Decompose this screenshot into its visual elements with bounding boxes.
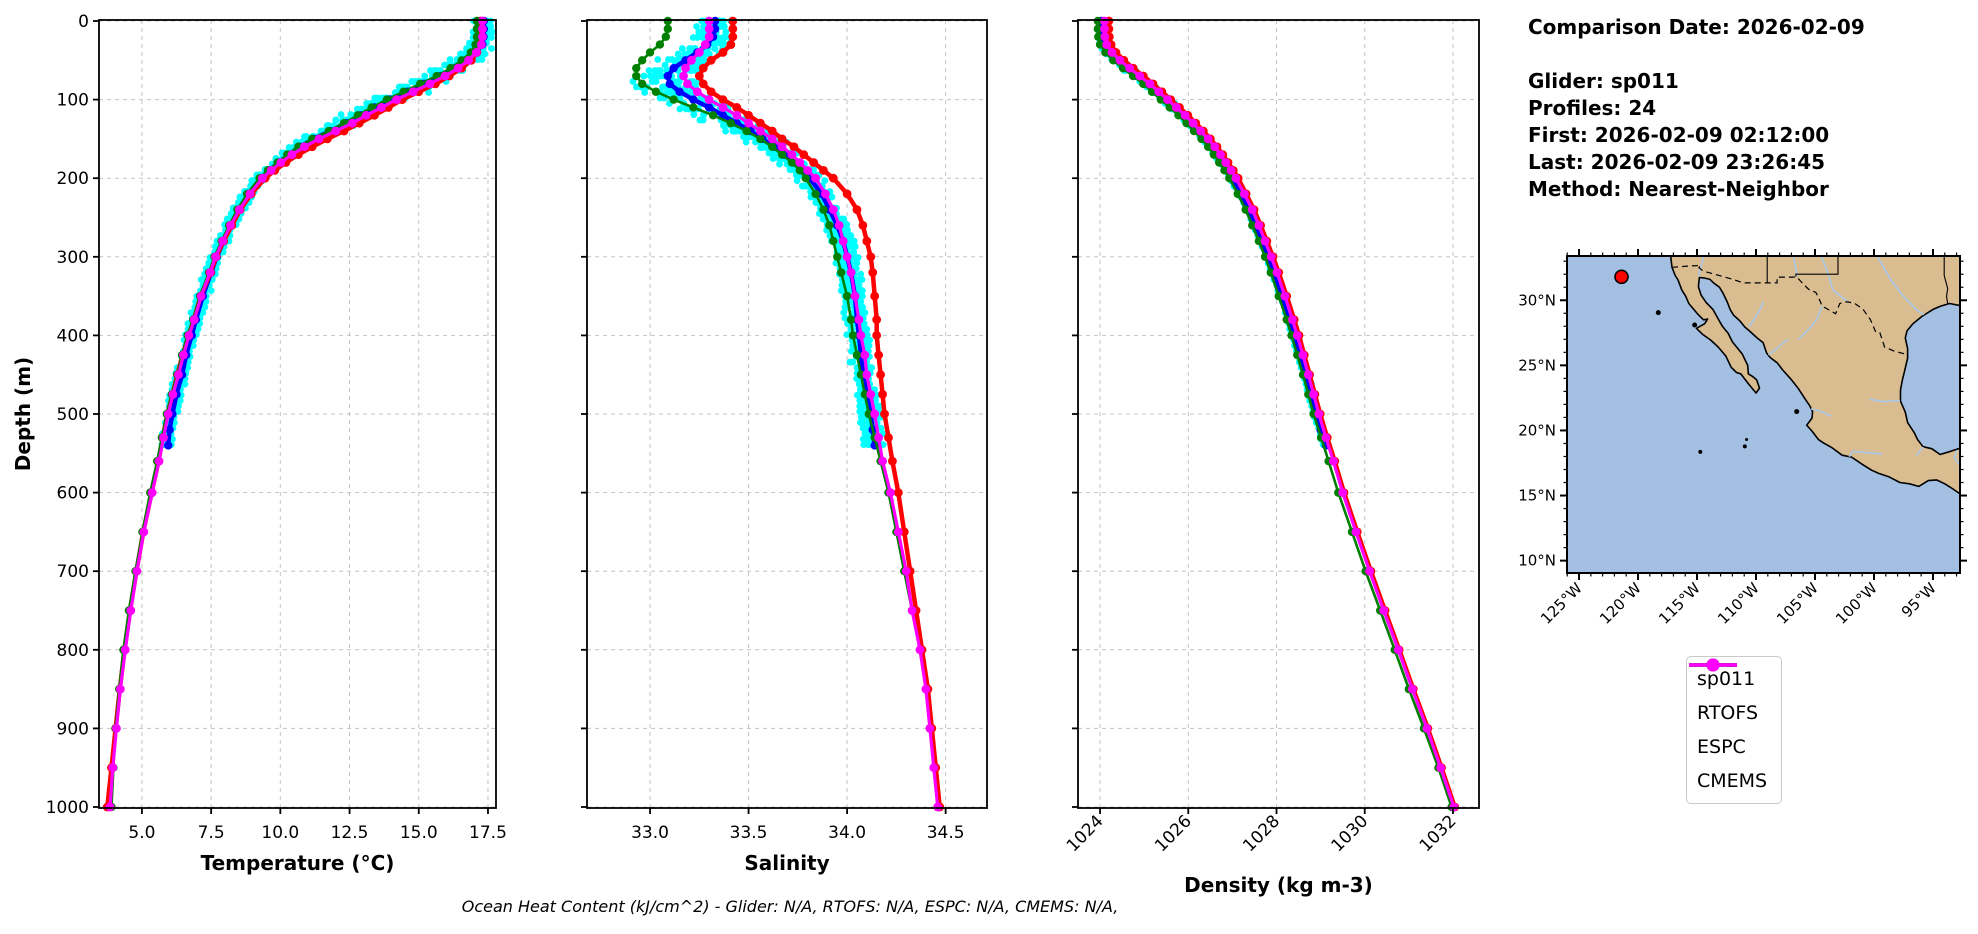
- country-border-dashed: [1671, 264, 1908, 355]
- svg-text:500: 500: [57, 405, 89, 425]
- map-lon-tick-label: 105°W: [1773, 579, 1822, 628]
- svg-text:1030: 1030: [1328, 811, 1373, 856]
- panel-salinity: 33.0 33.5 34.0 34.5 Salinity: [581, 16, 988, 875]
- svg-text:115°W: 115°W: [1655, 579, 1704, 628]
- map-lon-tick-label: 110°W: [1714, 579, 1763, 628]
- river: [1767, 338, 1789, 356]
- map-lat-tick-label: 10°N: [1518, 552, 1556, 570]
- glider-position-marker: [1614, 269, 1629, 285]
- svg-text:125°W: 125°W: [1537, 579, 1586, 628]
- river: [1915, 446, 1925, 456]
- svg-text:0: 0: [78, 12, 89, 32]
- state-border: [1795, 256, 1839, 277]
- island-dot: [1698, 449, 1703, 454]
- state-border: [1943, 256, 1949, 304]
- svg-text:95°W: 95°W: [1898, 579, 1940, 621]
- svg-text:100: 100: [57, 91, 89, 111]
- info-panel: Comparison Date: 2026-02-09 Glider: sp01…: [1528, 14, 1865, 203]
- svg-text:900: 900: [57, 719, 89, 739]
- ocean-heat-content-footer: Ocean Heat Content (kJ/cm^2) - Glider: N…: [461, 897, 1119, 916]
- legend-entry-espc: ESPC: [1689, 658, 1767, 764]
- river: [1876, 256, 1925, 316]
- comparison-date-text: Comparison Date: 2026-02-09: [1528, 15, 1865, 39]
- river: [1820, 256, 1849, 303]
- svg-text:1028: 1028: [1239, 811, 1284, 856]
- svg-text:200: 200: [57, 169, 89, 189]
- svg-text:1032: 1032: [1416, 811, 1461, 856]
- svg-text:33.5: 33.5: [730, 823, 768, 843]
- island-dot: [1794, 409, 1800, 415]
- svg-text:Salinity: Salinity: [744, 851, 829, 875]
- map-lon-tick-label: 100°W: [1832, 579, 1881, 628]
- profile-charts-svg: 5.0 7.5 10.0 12.5 15.0 17.5 0 100 200 300 400 500 60…: [11, 12, 1480, 897]
- svg-text:1000: 1000: [46, 798, 89, 818]
- legend-entry-cmems: CMEMS: [1689, 658, 1768, 798]
- location-map-svg: 30°N 25°N 20°N 15°N 10°N 125°W 120°W 115°W 110°W…: [1518, 249, 1967, 628]
- svg-text:300: 300: [57, 248, 89, 268]
- map-lon-tick-label: 95°W: [1898, 579, 1940, 621]
- island-dot: [1745, 438, 1749, 442]
- first-profile-time-text: First: 2026-02-09 02:12:00: [1528, 123, 1830, 147]
- map-lon-tick-label: 125°W: [1537, 579, 1586, 628]
- info-spacer: [1528, 41, 1865, 68]
- svg-text:1024: 1024: [1063, 811, 1108, 856]
- last-profile-time-text: Last: 2026-02-09 23:26:45: [1528, 150, 1826, 174]
- svg-text:Density (kg m-3): Density (kg m-3): [1184, 873, 1373, 897]
- glider-name-text: Glider: sp011: [1528, 69, 1679, 93]
- svg-text:34.0: 34.0: [828, 823, 866, 843]
- map-area: [1567, 256, 1960, 573]
- legend-label: ESPC: [1697, 736, 1746, 758]
- method-text: Method: Nearest-Neighbor: [1528, 177, 1829, 201]
- svg-text:800: 800: [57, 641, 89, 661]
- legend-label: CMEMS: [1697, 770, 1768, 792]
- map-lat-tick-label: 25°N: [1518, 356, 1556, 374]
- river: [1698, 256, 1705, 277]
- river: [1953, 449, 1960, 467]
- svg-text:600: 600: [57, 484, 89, 504]
- map-lon-tick-label: 120°W: [1596, 579, 1645, 628]
- island-dot: [1655, 310, 1661, 316]
- river: [1748, 301, 1765, 328]
- svg-text:400: 400: [57, 326, 89, 346]
- svg-text:120°W: 120°W: [1596, 579, 1645, 628]
- svg-text:100°W: 100°W: [1832, 579, 1881, 628]
- map-lat-tick-label: 20°N: [1518, 421, 1556, 439]
- svg-text:7.5: 7.5: [198, 823, 225, 843]
- map-lon-tick-label: 115°W: [1655, 579, 1704, 628]
- river: [1797, 305, 1823, 340]
- svg-text:105°W: 105°W: [1773, 579, 1822, 628]
- island-dot: [1742, 444, 1747, 449]
- river: [1869, 398, 1900, 403]
- svg-text:1026: 1026: [1151, 811, 1196, 856]
- panel-temperature-c-: 5.0 7.5 10.0 12.5 15.0 17.5 0 100 200 300 400 500 60…: [11, 12, 507, 875]
- island-dot: [1692, 322, 1698, 328]
- map-lat-tick-label: 15°N: [1518, 487, 1556, 505]
- legend-line-sample: [1689, 658, 1737, 672]
- legend: sp011 RTOFS ESPC CMEMS: [1686, 656, 1783, 804]
- legend-label: RTOFS: [1697, 702, 1759, 724]
- svg-text:15.0: 15.0: [400, 823, 438, 843]
- river: [1848, 450, 1883, 458]
- panel-density-kg-m-: 1024 1026 1028 1030 1032 Density (kg m-3): [1063, 16, 1480, 897]
- svg-text:17.5: 17.5: [469, 823, 507, 843]
- map-lat-tick-label: 30°N: [1518, 291, 1556, 309]
- svg-text:12.5: 12.5: [331, 823, 369, 843]
- legend-entry-rtofs: RTOFS: [1689, 658, 1767, 730]
- svg-text:Depth (m): Depth (m): [11, 357, 35, 471]
- svg-text:110°W: 110°W: [1714, 579, 1763, 628]
- svg-text:10.0: 10.0: [261, 823, 299, 843]
- profiles-count-text: Profiles: 24: [1528, 96, 1657, 120]
- svg-text:Temperature (°C): Temperature (°C): [201, 851, 395, 875]
- legend-label: sp011: [1697, 668, 1756, 690]
- svg-text:5.0: 5.0: [128, 823, 155, 843]
- svg-text:700: 700: [57, 562, 89, 582]
- svg-text:34.5: 34.5: [927, 823, 965, 843]
- river: [1810, 408, 1832, 417]
- svg-text:33.0: 33.0: [631, 823, 669, 843]
- land-polygon: [1669, 256, 1960, 495]
